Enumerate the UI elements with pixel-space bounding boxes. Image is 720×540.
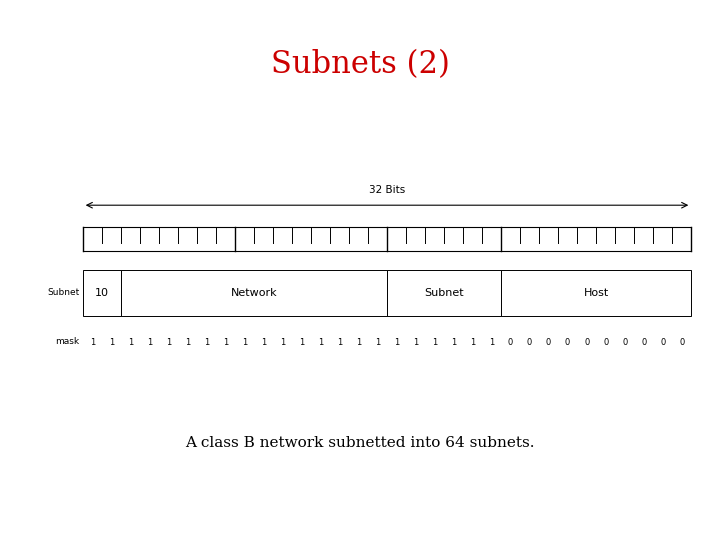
Text: 0: 0 (679, 339, 684, 347)
Text: 1: 1 (204, 339, 209, 347)
Text: 0: 0 (660, 339, 665, 347)
Text: 1: 1 (451, 339, 456, 347)
Bar (387, 270, 501, 316)
Text: 1: 1 (432, 339, 437, 347)
Bar (501, 270, 691, 316)
Text: 1: 1 (356, 339, 361, 347)
Text: 1: 1 (127, 339, 133, 347)
Text: mask: mask (55, 338, 79, 346)
Text: 1: 1 (280, 339, 285, 347)
Text: 1: 1 (222, 339, 228, 347)
Text: 1: 1 (489, 339, 494, 347)
Text: 1: 1 (90, 339, 95, 347)
Text: 32 Bits: 32 Bits (369, 185, 405, 195)
Text: Network: Network (230, 288, 277, 298)
Text: 0: 0 (508, 339, 513, 347)
Text: 0: 0 (584, 339, 589, 347)
Text: 0: 0 (641, 339, 647, 347)
Text: 1: 1 (299, 339, 304, 347)
Text: 0: 0 (603, 339, 608, 347)
Text: 0: 0 (527, 339, 532, 347)
Text: 1: 1 (394, 339, 399, 347)
Text: 10: 10 (95, 288, 109, 298)
Text: 0: 0 (565, 339, 570, 347)
Bar (121, 270, 387, 316)
Text: 0: 0 (622, 339, 627, 347)
Bar (83, 270, 121, 316)
Text: Host: Host (583, 288, 609, 298)
Text: 0: 0 (546, 339, 552, 347)
Text: Subnet: Subnet (424, 288, 464, 298)
Text: 1: 1 (470, 339, 475, 347)
Text: A class B network subnetted into 64 subnets.: A class B network subnetted into 64 subn… (185, 436, 535, 450)
Text: 1: 1 (185, 339, 190, 347)
Text: Subnet: Subnet (47, 288, 79, 297)
Text: 1: 1 (337, 339, 342, 347)
Text: 1: 1 (109, 339, 114, 347)
Text: 1: 1 (318, 339, 323, 347)
Text: 1: 1 (413, 339, 418, 347)
Text: 1: 1 (261, 339, 266, 347)
Text: 1: 1 (166, 339, 171, 347)
Text: 1: 1 (242, 339, 247, 347)
Text: 1: 1 (147, 339, 152, 347)
Text: 1: 1 (375, 339, 380, 347)
Text: Subnets (2): Subnets (2) (271, 49, 449, 80)
